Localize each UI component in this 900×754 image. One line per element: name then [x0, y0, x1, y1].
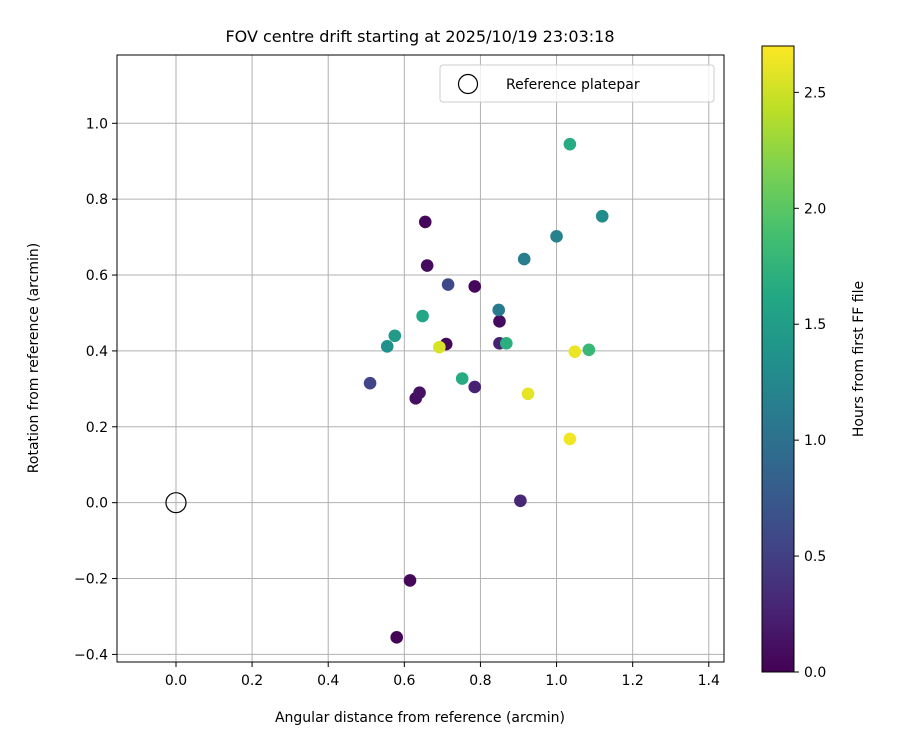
legend-box [439, 64, 715, 103]
y-tick-label: 1.0 [86, 116, 108, 132]
colorbar-tick-label: 2.0 [804, 201, 826, 217]
data-point [521, 387, 535, 401]
data-point [416, 309, 429, 323]
colorbar-tick-label: 2.5 [804, 85, 826, 101]
colorbar-tick-label: 1.0 [804, 433, 826, 449]
x-axis-ticks: 0.0 0.2 0.4 0.6 0.8 1.0 1.2 1.4 [165, 662, 720, 689]
legend: Reference platepar [439, 64, 715, 103]
x-axis-label: Angular distance from reference (arcmin) [275, 710, 565, 726]
data-point [550, 230, 563, 243]
data-point [413, 386, 426, 399]
x-tick-label: 0.8 [469, 673, 491, 689]
data-point [514, 494, 527, 508]
data-point [517, 252, 531, 266]
x-tick-label: 0.0 [165, 673, 187, 689]
x-tick-label: 1.2 [622, 673, 644, 689]
y-tick-label: 0.4 [86, 344, 108, 360]
data-point [582, 343, 596, 357]
data-point [563, 137, 577, 151]
grid [117, 55, 724, 662]
data-point [388, 329, 402, 343]
chart-title: FOV centre drift starting at 2025/10/19 … [225, 27, 614, 46]
data-point [403, 574, 417, 587]
data-point [455, 372, 469, 385]
legend-reference-marker [457, 73, 479, 95]
data-point [500, 337, 513, 350]
legend-reference-label: Reference platepar [506, 77, 640, 93]
data-point [420, 259, 434, 272]
x-tick-label: 1.4 [698, 673, 720, 689]
plot-frame [116, 54, 725, 663]
y-tick-label: 0.8 [86, 192, 108, 208]
y-axis-label: Rotation from reference (arcmin) [26, 243, 42, 473]
data-point [468, 280, 482, 293]
x-tick-label: 0.6 [393, 673, 415, 689]
data-point [390, 631, 404, 644]
colorbar: 0.0 0.5 1.0 1.5 2.0 2.5 Hours from first FF f… [761, 45, 867, 681]
colorbar-tick-label: 0.5 [804, 549, 826, 565]
data-points [165, 137, 609, 644]
y-tick-label: −0.2 [74, 572, 108, 588]
data-point [563, 432, 577, 446]
colorbar-ticks: 0.0 0.5 1.0 1.5 2.0 2.5 [794, 85, 826, 681]
colorbar-tick-label: 1.5 [804, 317, 826, 333]
y-tick-label: 0.2 [86, 420, 108, 436]
reference-marker [165, 492, 187, 514]
data-point [418, 215, 432, 229]
y-tick-label: 0.6 [86, 268, 108, 284]
data-point [363, 376, 377, 390]
data-point [468, 380, 482, 394]
colorbar-label: Hours from first FF file [851, 281, 867, 437]
data-point [380, 340, 394, 353]
data-point [492, 303, 506, 317]
y-tick-label: −0.4 [74, 647, 108, 663]
data-point [433, 340, 446, 354]
x-tick-label: 0.2 [241, 673, 263, 689]
colorbar-gradient [761, 45, 795, 673]
y-axis-ticks: −0.4 −0.2 0.0 0.2 0.4 0.6 0.8 1.0 [74, 116, 117, 663]
data-point [493, 315, 506, 328]
x-tick-label: 0.4 [317, 673, 339, 689]
data-point [568, 345, 582, 358]
colorbar-tick-label: 0.0 [804, 665, 826, 681]
y-tick-label: 0.0 [86, 496, 108, 512]
x-tick-label: 1.0 [545, 673, 567, 689]
data-point [441, 278, 455, 291]
data-point [595, 209, 609, 223]
